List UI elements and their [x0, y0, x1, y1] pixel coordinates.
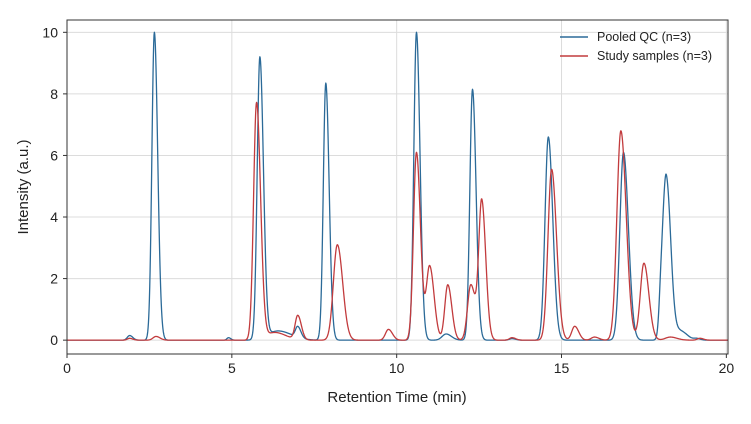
y-tick-label: 0 [50, 332, 58, 348]
y-axis-ticks: 0 2 4 6 8 10 [42, 24, 67, 348]
y-axis-label: Intensity (a.u.) [15, 139, 32, 234]
legend-label-study-samples: Study samples (n=3) [597, 49, 712, 63]
x-axis-ticks: 0 5 10 15 20 [63, 354, 734, 376]
plot-frame [66, 19, 729, 355]
x-tick-label: 10 [389, 360, 405, 376]
series-line-pooled-qc [66, 31, 728, 341]
y-tick-label: 4 [50, 209, 58, 225]
grid [66, 20, 728, 354]
x-tick-label: 15 [554, 360, 570, 376]
series-line-study-samples [66, 101, 728, 341]
x-tick-label: 20 [719, 360, 735, 376]
x-tick-label: 5 [228, 360, 236, 376]
y-tick-label: 6 [50, 147, 58, 163]
x-axis-label: Retention Time (min) [327, 389, 466, 406]
y-tick-label: 10 [42, 24, 58, 40]
series-lines [66, 31, 728, 341]
legend: Pooled QC (n=3) Study samples (n=3) [560, 30, 712, 63]
y-tick-label: 8 [50, 86, 58, 102]
y-tick-label: 2 [50, 271, 58, 287]
x-tick-label: 0 [63, 360, 71, 376]
legend-label-pooled-qc: Pooled QC (n=3) [597, 30, 691, 44]
